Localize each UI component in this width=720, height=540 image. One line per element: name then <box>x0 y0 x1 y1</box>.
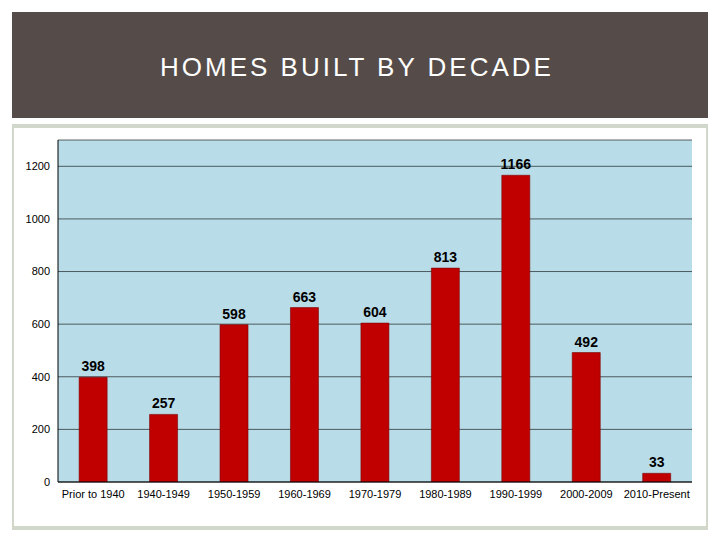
svg-text:0: 0 <box>44 476 50 488</box>
svg-text:598: 598 <box>222 306 246 322</box>
svg-text:1000: 1000 <box>26 213 50 225</box>
svg-text:813: 813 <box>434 249 458 265</box>
svg-text:398: 398 <box>81 358 105 374</box>
svg-text:1970-1979: 1970-1979 <box>349 488 402 500</box>
svg-text:2010-Present: 2010-Present <box>624 488 690 500</box>
svg-text:200: 200 <box>32 423 50 435</box>
svg-text:1200: 1200 <box>26 160 50 172</box>
svg-text:1960-1969: 1960-1969 <box>278 488 331 500</box>
svg-text:663: 663 <box>293 289 317 305</box>
svg-text:1166: 1166 <box>501 156 532 172</box>
svg-text:1940-1949: 1940-1949 <box>137 488 190 500</box>
svg-text:400: 400 <box>32 371 50 383</box>
svg-text:257: 257 <box>152 395 176 411</box>
svg-text:1990-1999: 1990-1999 <box>490 488 543 500</box>
svg-text:492: 492 <box>575 334 599 350</box>
svg-text:33: 33 <box>649 454 665 470</box>
svg-text:1950-1959: 1950-1959 <box>208 488 261 500</box>
svg-text:1980-1989: 1980-1989 <box>419 488 472 500</box>
svg-text:800: 800 <box>32 265 50 277</box>
svg-text:2000-2009: 2000-2009 <box>560 488 613 500</box>
html-text:HOMES BUILT BY DECADE: HOMES BUILT BY DECADE <box>160 52 554 82</box>
svg-text:600: 600 <box>32 318 50 330</box>
svg-text:Prior to 1940: Prior to 1940 <box>62 488 125 500</box>
svg-text:604: 604 <box>363 304 387 320</box>
